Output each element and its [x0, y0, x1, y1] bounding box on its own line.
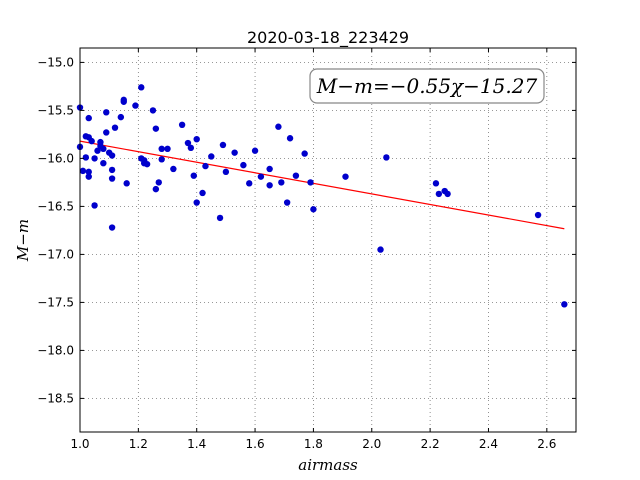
data-point — [266, 165, 273, 173]
data-point — [216, 214, 224, 222]
data-point — [108, 152, 116, 159]
y-tick-label: −17.5 — [37, 295, 74, 309]
data-point — [91, 202, 98, 209]
data-points — [76, 84, 568, 308]
data-point — [202, 162, 209, 170]
data-point — [208, 153, 215, 160]
data-point — [103, 109, 110, 116]
data-point — [149, 107, 157, 114]
data-point — [275, 123, 282, 130]
data-point — [143, 160, 151, 168]
data-point — [432, 180, 440, 187]
data-point — [301, 150, 308, 157]
data-point — [120, 96, 127, 104]
data-point — [310, 206, 317, 213]
data-point — [88, 137, 95, 145]
x-axis-label: airmass — [298, 456, 358, 474]
data-point — [231, 149, 238, 156]
data-point — [383, 154, 390, 161]
data-point — [155, 179, 162, 186]
data-point — [85, 173, 92, 180]
data-point — [184, 139, 192, 147]
data-point — [82, 154, 90, 161]
x-tick-label: 1.6 — [246, 437, 265, 451]
data-point — [108, 224, 116, 231]
grid-lines — [79, 48, 576, 432]
data-point — [152, 125, 160, 132]
data-point — [240, 161, 247, 169]
data-point — [123, 180, 130, 187]
data-point — [138, 84, 145, 91]
data-point — [152, 185, 160, 193]
data-point — [435, 190, 443, 198]
y-tick-label: −18.5 — [37, 391, 74, 405]
data-point — [444, 190, 451, 198]
data-point — [111, 124, 119, 131]
data-point — [266, 182, 273, 189]
data-point — [100, 145, 107, 152]
data-point — [187, 144, 195, 152]
data-point — [283, 199, 291, 206]
fit-annotation: M−m=−0.55χ−15.27 — [309, 68, 545, 104]
data-point — [103, 129, 110, 136]
x-tick-label: 1.4 — [187, 437, 206, 451]
data-point — [158, 156, 165, 163]
y-tick-label: −18.0 — [37, 343, 74, 357]
data-point — [108, 175, 116, 182]
x-tick-label: 2.2 — [421, 437, 440, 451]
fit-line — [79, 140, 565, 230]
data-point — [561, 301, 568, 308]
data-point — [79, 167, 87, 175]
x-tick-label: 2.0 — [362, 437, 381, 451]
annotation-box — [309, 68, 545, 104]
data-point — [377, 246, 384, 253]
data-point — [117, 113, 125, 121]
y-axis-label: M−m — [14, 219, 32, 262]
data-point — [257, 173, 265, 180]
data-point — [85, 114, 92, 122]
data-point — [193, 199, 200, 206]
x-tick-label: 1.8 — [304, 437, 323, 451]
data-point — [158, 145, 165, 152]
data-point — [164, 145, 171, 152]
data-point — [222, 168, 230, 176]
data-point — [219, 141, 227, 149]
plot-area-frame — [79, 47, 577, 433]
data-point — [100, 160, 107, 167]
y-axis-ticks: −15.0 −15.5 −16.0 −16.5 −17.0 −17.5 −18.0 −18.5 — [37, 55, 576, 405]
y-tick-label: −15.0 — [37, 55, 74, 69]
data-point — [534, 211, 542, 219]
data-point — [170, 165, 177, 173]
y-tick-label: −15.5 — [37, 103, 74, 117]
data-point — [199, 189, 206, 197]
data-point — [193, 136, 200, 143]
data-point — [178, 121, 186, 128]
data-point — [278, 179, 285, 186]
y-tick-label: −17.0 — [37, 247, 74, 261]
data-point — [342, 173, 349, 180]
chart-title: 2020-03-18_223429 — [247, 28, 409, 48]
data-point — [94, 147, 101, 154]
data-point — [307, 179, 314, 186]
data-point — [85, 168, 92, 176]
data-point — [91, 155, 98, 162]
fit-line-layer — [79, 140, 565, 230]
annotation-text: M−m=−0.55χ−15.27 — [316, 74, 538, 98]
x-tick-label: 2.6 — [537, 437, 556, 451]
data-point — [190, 172, 197, 179]
x-tick-label: 2.4 — [479, 437, 498, 451]
data-point — [286, 135, 294, 142]
x-axis-ticks: 1.0 1.2 1.4 1.6 1.8 2.0 2.2 2.4 2.6 — [70, 48, 556, 451]
data-point — [132, 102, 139, 109]
data-point — [251, 147, 259, 154]
data-point — [246, 180, 253, 187]
y-tick-label: −16.5 — [37, 199, 74, 213]
y-tick-label: −16.0 — [37, 151, 74, 165]
data-point — [292, 172, 300, 179]
x-tick-label: 1.0 — [70, 437, 89, 451]
data-point — [108, 166, 116, 174]
x-tick-label: 1.2 — [129, 437, 148, 451]
